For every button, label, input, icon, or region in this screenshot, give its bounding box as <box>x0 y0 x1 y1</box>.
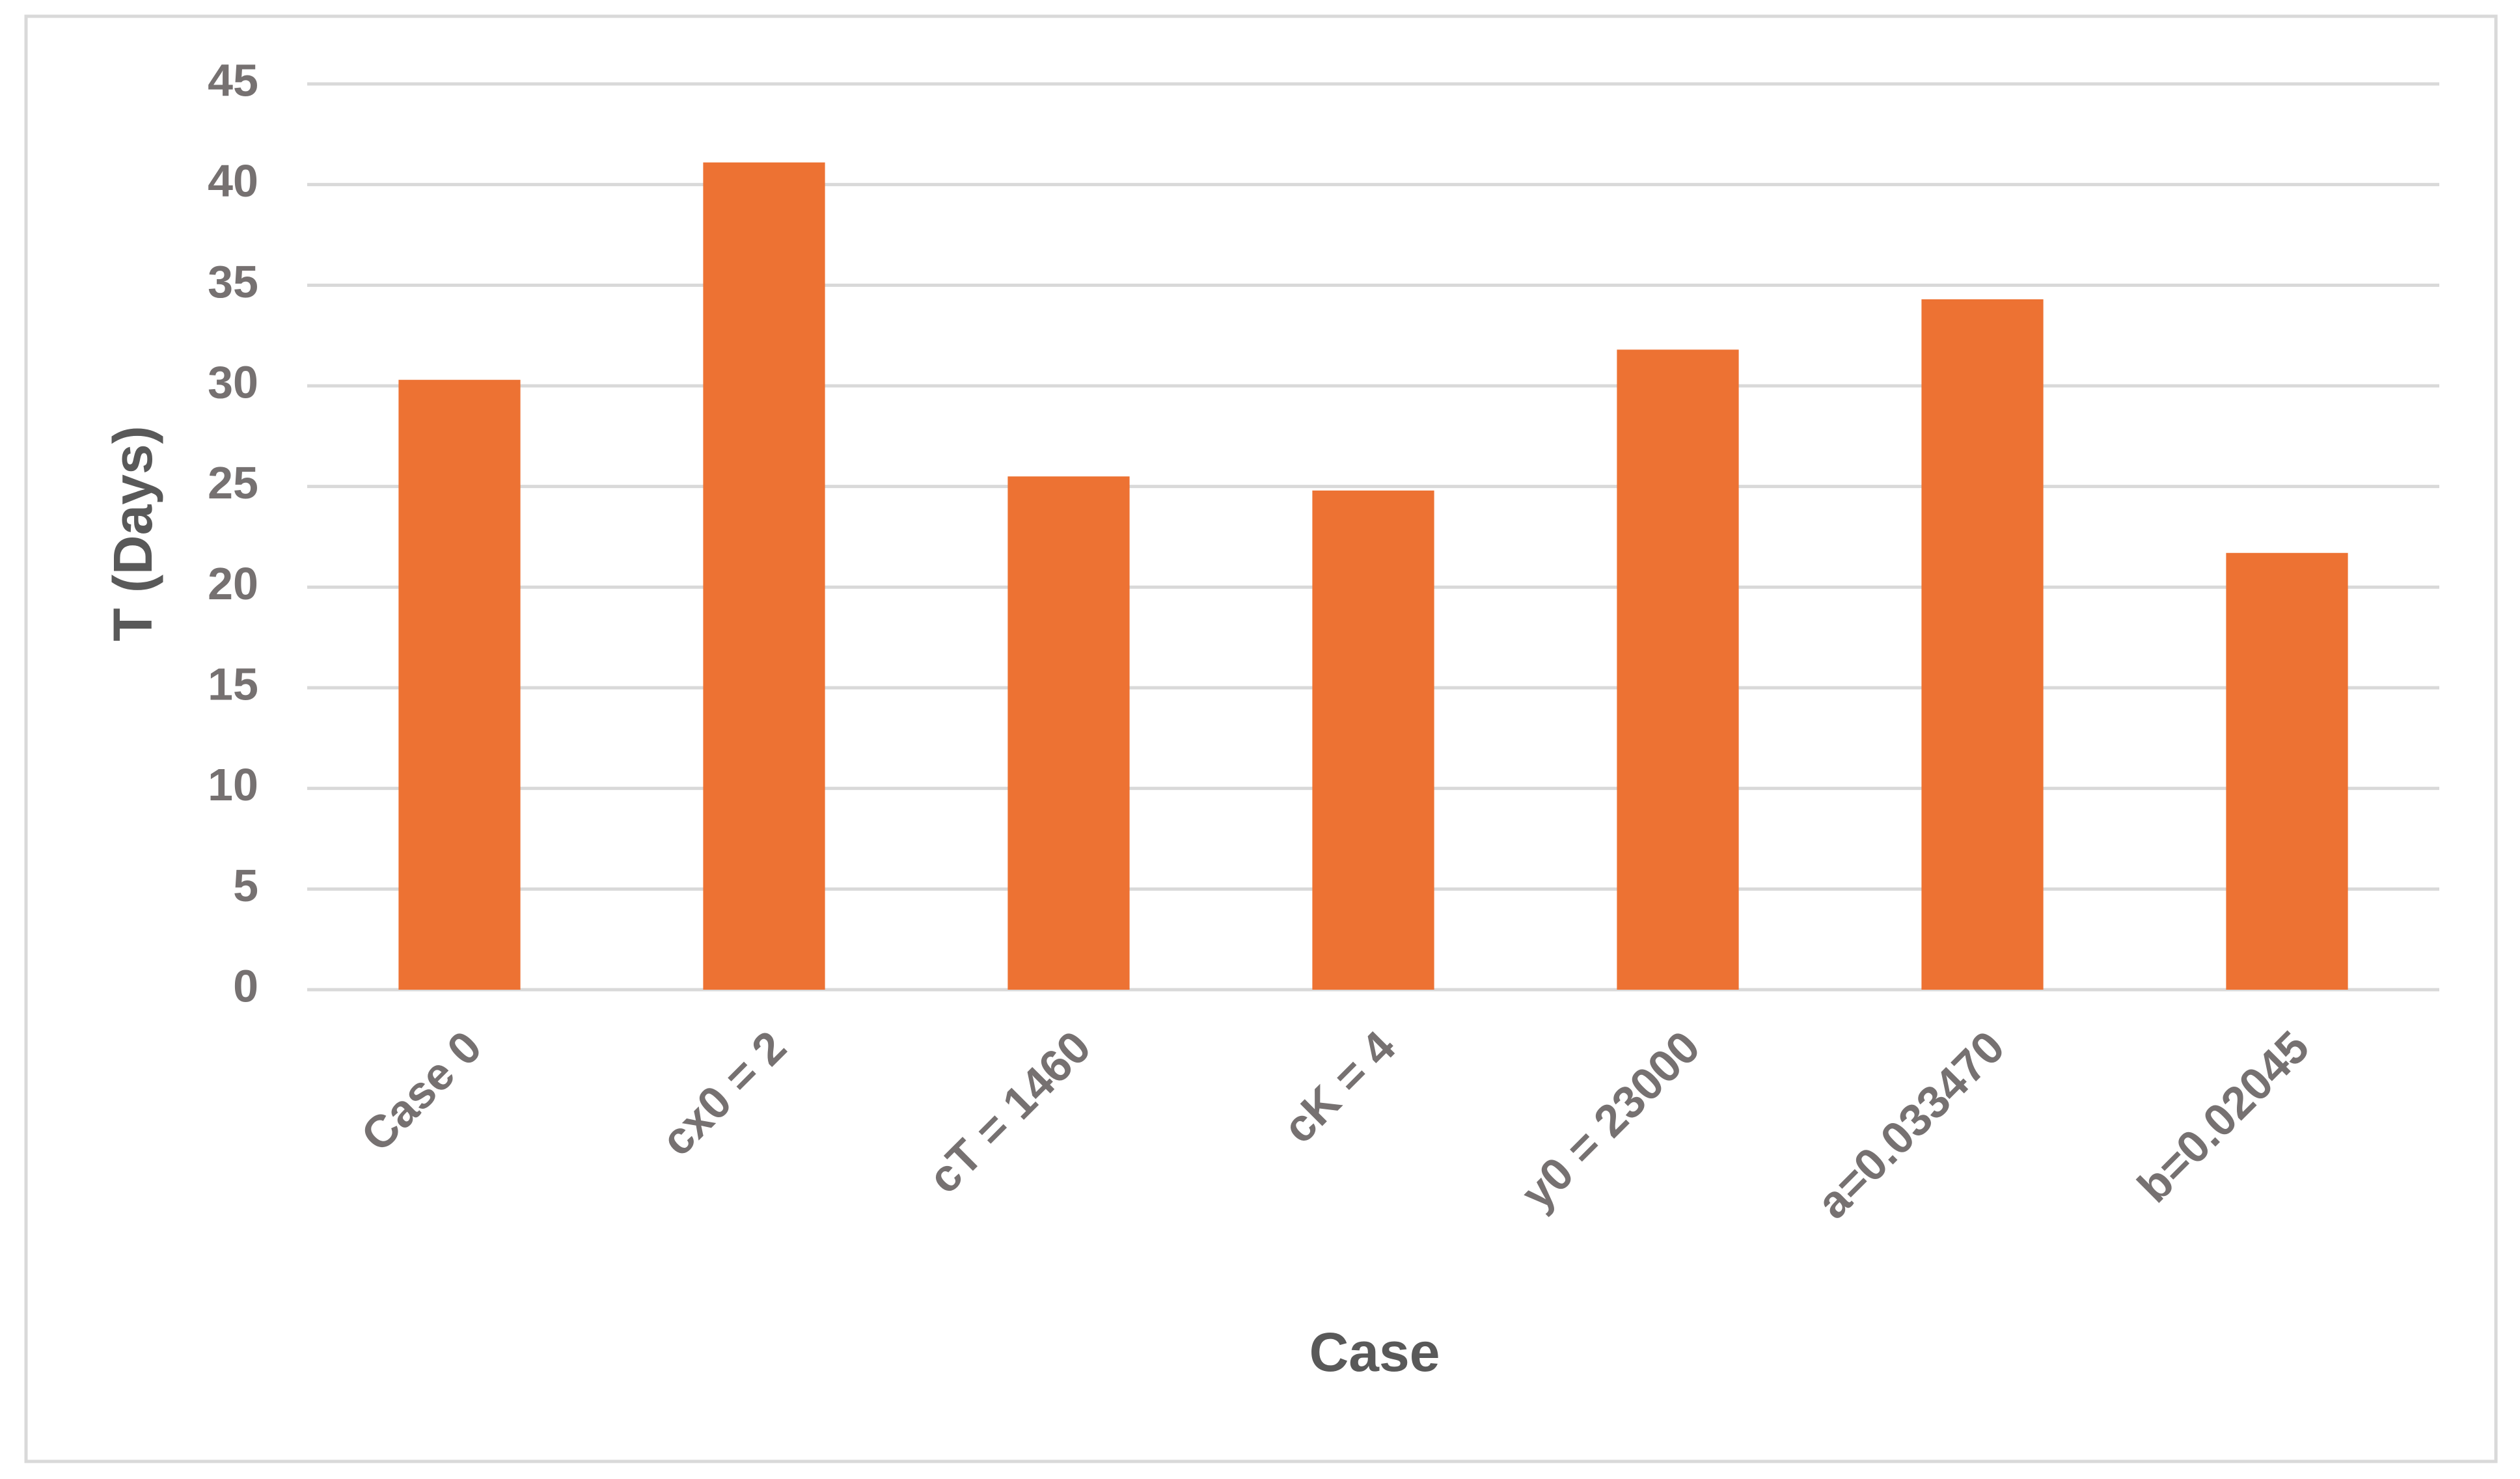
chart-frame <box>24 14 2498 1463</box>
y-tick-label: 15 <box>208 658 258 709</box>
y-tick-label: 35 <box>208 256 258 307</box>
bar <box>398 379 521 990</box>
y-tick-label: 30 <box>208 357 258 407</box>
y-tick-label: 40 <box>208 156 258 206</box>
bar <box>1312 490 1434 990</box>
bar <box>1921 299 2044 990</box>
y-tick-label: 20 <box>208 558 258 609</box>
y-tick-label: 25 <box>208 457 258 508</box>
y-tick-label: 0 <box>233 960 258 1011</box>
y-tick-label: 5 <box>233 860 258 911</box>
y-tick-label: 10 <box>208 759 258 810</box>
y-tick-label: 45 <box>208 55 258 105</box>
bar <box>703 162 825 990</box>
bar <box>1007 476 1130 990</box>
x-axis-title: Case <box>1309 1322 1440 1383</box>
y-axis-title: T (Days) <box>102 426 163 641</box>
bar <box>2226 552 2348 990</box>
bar <box>1617 349 1739 990</box>
